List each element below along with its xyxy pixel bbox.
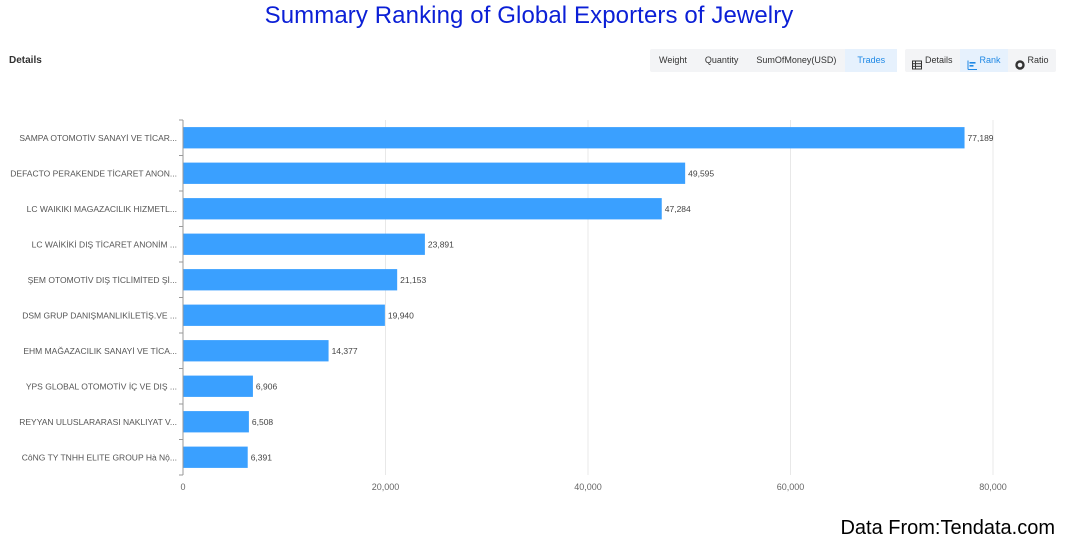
tab-details-label: Details: [925, 55, 953, 65]
bar: [183, 127, 965, 149]
bar: [183, 162, 686, 184]
tab-ratio[interactable]: Ratio: [1008, 49, 1056, 72]
bar: [183, 411, 249, 433]
tab-weight[interactable]: Weight: [659, 55, 687, 65]
y-category-label: SAMPA OTOMOTİV SANAYİ VE TİCAR...: [19, 133, 177, 143]
bar-value-label: 23,891: [428, 239, 454, 249]
bar-value-label: 19,940: [388, 310, 414, 320]
bar-value-label: 21,153: [400, 275, 426, 285]
metric-tab-group: Weight Quantity SumOfMoney(USD) Trades: [650, 49, 898, 72]
section-label: Details: [9, 55, 42, 66]
chart-title: Summary Ranking of Global Exporters of J…: [264, 2, 794, 29]
bar-layer: [183, 127, 965, 468]
bar: [183, 198, 662, 220]
bar-value-label: 6,508: [252, 417, 274, 427]
y-category-label: DEFACTO PERAKENDE TİCARET ANON...: [10, 168, 177, 178]
donut-icon: [1014, 56, 1025, 70]
tab-quantity[interactable]: Quantity: [704, 55, 739, 65]
y-category-label: LC WAİKİKİ DIŞ TİCARET ANONİM ...: [32, 239, 177, 249]
bar-value-label: 14,377: [332, 346, 358, 356]
bar-value-label: 6,391: [251, 452, 273, 462]
bar: [183, 446, 248, 468]
bar-value-label: 47,284: [665, 204, 691, 214]
bar-value-label: 77,189: [968, 133, 994, 143]
y-category-label: EHM MAĞAZACILIK SANAYİ VE TİCA...: [23, 346, 177, 356]
tab-ratio-label: Ratio: [1027, 55, 1049, 65]
y-category-label: REYYAN ULUSLARARASI NAKLIYAT V...: [19, 417, 177, 427]
bar: [183, 304, 385, 326]
data-source-footer: Data From:Tendata.com: [840, 517, 1055, 539]
label-layer: 0 20,000 40,000 60,000 80,000 SAMPA OTOMOTİV …: [10, 133, 1007, 492]
table-icon: [912, 56, 922, 69]
y-category-label: CôNG TY TNHH ELITE GROUP Hà Nộ...: [22, 452, 177, 462]
tab-details[interactable]: Details: [905, 49, 960, 72]
view-tab-group: Details Rank Ratio: [905, 49, 1056, 72]
tab-sum-of-money[interactable]: SumOfMoney(USD): [756, 55, 837, 65]
bar-value-label: 6,906: [256, 381, 278, 391]
x-tick-label: 0: [180, 482, 185, 492]
y-category-label: YPS GLOBAL OTOMOTİV İÇ VE DIŞ ...: [26, 381, 177, 391]
tab-rank-label: Rank: [979, 55, 1001, 65]
tab-trades[interactable]: Trades: [845, 49, 898, 72]
x-tick-label: 20,000: [372, 482, 400, 492]
bar: [183, 340, 329, 362]
bar-rank-icon: [967, 56, 977, 70]
x-tick-label: 40,000: [574, 482, 602, 492]
bar: [183, 269, 398, 291]
y-category-label: DSM GRUP DANIŞMANLIKİLETİŞ.VE ...: [22, 310, 177, 320]
bar: [183, 233, 425, 255]
bar-value-label: 49,595: [688, 168, 714, 178]
bar: [183, 375, 253, 397]
x-tick-label: 60,000: [777, 482, 805, 492]
tab-rank[interactable]: Rank: [959, 49, 1008, 72]
y-category-label: LC WAIKIKI MAGAZACILIK HIZMETL...: [27, 204, 177, 214]
x-tick-label: 80,000: [979, 482, 1007, 492]
y-category-label: ŞEM OTOMOTİV DIŞ TİCLİMİTED Şİ...: [28, 275, 177, 285]
